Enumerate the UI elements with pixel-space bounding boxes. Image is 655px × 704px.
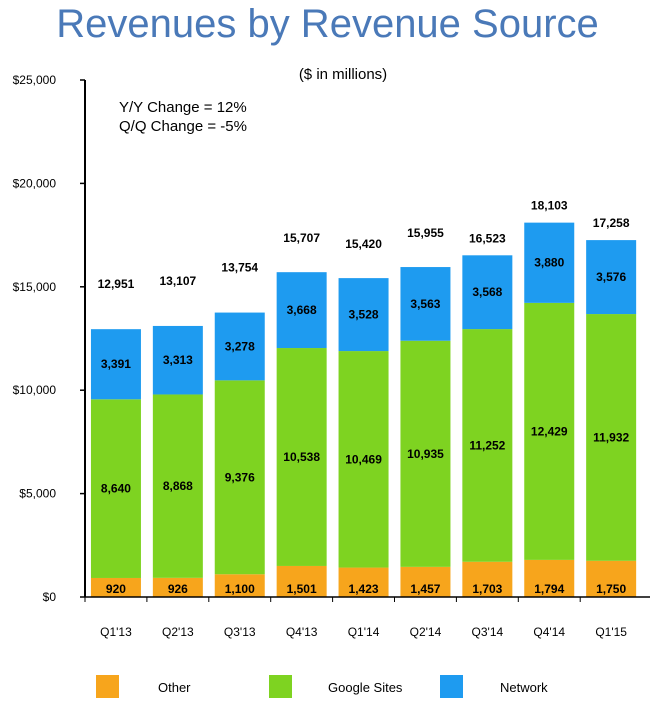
total-label: 17,258 xyxy=(593,216,630,230)
data-label-google-sites: 9,376 xyxy=(225,470,255,484)
qoq-change-annotation: Q/Q Change = -5% xyxy=(119,118,247,135)
legend-swatch-network xyxy=(440,675,463,698)
total-label: 16,523 xyxy=(469,231,506,245)
bar-other xyxy=(400,566,451,597)
data-label-network: 3,313 xyxy=(163,353,193,367)
x-tick-label: Q4'14 xyxy=(533,625,565,639)
data-label-other: 926 xyxy=(168,582,188,596)
total-label: 15,955 xyxy=(407,226,444,240)
bar-other xyxy=(462,561,513,597)
data-label-google-sites: 10,935 xyxy=(407,447,444,461)
bar-network xyxy=(214,312,265,381)
bar-network xyxy=(338,278,389,352)
legend-swatch-other xyxy=(96,675,119,698)
data-label-other: 1,501 xyxy=(287,582,317,596)
bar-google-sites xyxy=(276,348,327,566)
bar-google-sites xyxy=(152,394,203,578)
legend-label-other: Other xyxy=(158,680,191,695)
data-label-network: 3,668 xyxy=(287,303,317,317)
data-label-other: 920 xyxy=(106,582,126,596)
x-tick-label: Q1'15 xyxy=(595,625,627,639)
bar-google-sites xyxy=(214,380,265,575)
bar-network xyxy=(462,255,513,330)
legend: Other Google Sites Network xyxy=(96,675,548,698)
bar-network xyxy=(152,325,203,395)
data-label-other: 1,794 xyxy=(534,582,564,596)
data-label-network: 3,528 xyxy=(349,308,379,322)
data-label-google-sites: 11,252 xyxy=(469,438,505,452)
total-label: 13,107 xyxy=(159,274,196,288)
data-label-network: 3,563 xyxy=(410,297,440,311)
chart-title: Revenues by Revenue Source xyxy=(56,2,599,46)
total-label: 15,420 xyxy=(345,237,382,251)
total-label: 12,951 xyxy=(98,277,135,291)
data-label-other: 1,703 xyxy=(472,582,502,596)
x-tick-label: Q3'13 xyxy=(224,625,256,639)
total-label: 13,754 xyxy=(221,261,258,275)
bar-google-sites xyxy=(586,314,637,561)
data-label-google-sites: 12,429 xyxy=(531,424,568,438)
bar-google-sites xyxy=(90,399,141,578)
bar-other xyxy=(338,567,389,597)
data-label-network: 3,568 xyxy=(472,285,502,299)
legend-label-google-sites: Google Sites xyxy=(328,680,403,695)
bar-google-sites xyxy=(338,351,389,568)
y-tick-label: $10,000 xyxy=(13,383,57,397)
bar-google-sites xyxy=(524,302,575,560)
y-tick-label: $0 xyxy=(43,590,57,604)
bar-other xyxy=(524,559,575,597)
x-tick-label: Q2'13 xyxy=(162,625,194,639)
y-tick-label: $20,000 xyxy=(13,176,57,190)
y-axis: $0 $5,000 $10,000 $15,000 $20,000 $25,000 xyxy=(13,73,86,604)
total-label: 18,103 xyxy=(531,199,568,213)
y-tick-label: $25,000 xyxy=(13,73,57,87)
data-label-network: 3,278 xyxy=(225,339,255,353)
bar-google-sites xyxy=(400,340,451,567)
bar-network xyxy=(524,222,575,303)
data-label-google-sites: 10,469 xyxy=(345,452,382,466)
bar-network xyxy=(586,240,637,315)
data-label-google-sites: 10,538 xyxy=(283,450,320,464)
y-tick-label: $5,000 xyxy=(19,487,56,501)
bar-google-sites xyxy=(462,329,513,562)
x-tick-label: Q4'13 xyxy=(286,625,318,639)
data-label-google-sites: 8,868 xyxy=(163,479,193,493)
x-axis: Q1'13 Q2'13 Q3'13 Q4'13 Q1'14 Q2'14 Q3'14 Q4'14… xyxy=(84,596,650,639)
data-label-network: 3,880 xyxy=(534,256,564,270)
data-label-other: 1,423 xyxy=(349,582,379,596)
bar-network xyxy=(90,329,141,400)
bar-other xyxy=(276,565,327,597)
x-tick-label: Q1'14 xyxy=(348,625,380,639)
data-label-other: 1,750 xyxy=(596,582,626,596)
bar-other xyxy=(90,577,141,597)
chart-subtitle: ($ in millions) xyxy=(299,66,387,83)
data-label-network: 3,391 xyxy=(101,357,131,371)
yoy-change-annotation: Y/Y Change = 12% xyxy=(119,99,247,116)
bars-group: 920 8,640 3,391 12,951 926 8,868 3,313 13,107 1,… xyxy=(90,199,637,597)
total-label: 15,707 xyxy=(283,231,320,245)
bar-network xyxy=(400,267,451,341)
x-tick-label: Q3'14 xyxy=(472,625,504,639)
bar-other xyxy=(152,577,203,597)
data-label-other: 1,457 xyxy=(410,582,440,596)
data-label-google-sites: 8,640 xyxy=(101,482,131,496)
bar-other xyxy=(586,560,637,597)
legend-swatch-google-sites xyxy=(269,675,292,698)
data-label-network: 3,576 xyxy=(596,270,626,284)
x-tick-label: Q2'14 xyxy=(410,625,442,639)
legend-label-network: Network xyxy=(500,680,548,695)
x-tick-label: Q1'13 xyxy=(100,625,132,639)
data-label-other: 1,100 xyxy=(225,582,255,596)
bar-network xyxy=(276,272,327,349)
y-tick-label: $15,000 xyxy=(13,280,57,294)
bar-other xyxy=(214,574,265,597)
data-label-google-sites: 11,932 xyxy=(593,430,629,444)
